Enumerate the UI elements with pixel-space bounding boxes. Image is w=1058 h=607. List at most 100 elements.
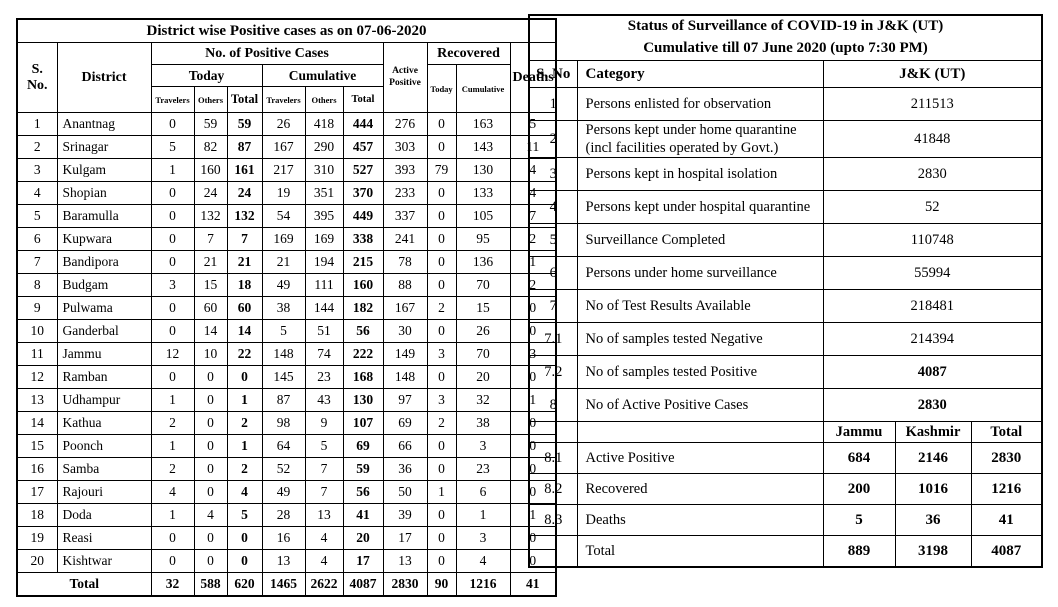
cell-category: Persons kept in hospital isolation <box>576 157 824 192</box>
cell-today-travelers: 2 <box>150 411 195 435</box>
cell-today-travelers: 12 <box>150 342 195 366</box>
cell-today-travelers: 3 <box>150 273 195 297</box>
col-header-region-jammu: Jammu <box>822 421 896 444</box>
cell-district: Bandipora <box>56 250 152 274</box>
cell-today-others: 15 <box>193 273 228 297</box>
cell-kashmir: 3198 <box>894 535 972 568</box>
cell-cum-others: 23 <box>304 365 344 389</box>
cell-sno: 2 <box>16 135 58 159</box>
cell-category: Persons kept under home quarantine (incl … <box>576 119 824 159</box>
district-row: 9 Pulwama 0 60 60 38 144 182 167 2 15 0 <box>16 296 557 320</box>
cell-today-total: 0 <box>226 526 263 550</box>
cell-today-others: 0 <box>193 411 228 435</box>
cell-recovered-cumulative: 163 <box>455 112 511 136</box>
cell-value: 41848 <box>822 119 1043 159</box>
cell-today-others: 0 <box>193 457 228 481</box>
cell-active-positive: 241 <box>382 227 428 251</box>
col-header-right-sno: S. No <box>528 60 578 88</box>
cell-recovered-cumulative: 3 <box>455 526 511 550</box>
cell-category: Surveillance Completed <box>576 223 824 258</box>
cell-cum-travelers: 26 <box>261 112 306 136</box>
cell-cum-total: 20 <box>342 526 384 550</box>
cell-district: Poonch <box>56 434 152 458</box>
cell-value: 211513 <box>822 87 1043 121</box>
total-recovered-today: 90 <box>426 572 457 597</box>
category-line1: No of samples tested Positive <box>585 364 758 381</box>
cell-recovered-cumulative: 26 <box>455 319 511 343</box>
cell-category: Persons kept under hospital quarantine <box>576 190 824 225</box>
cell-today-travelers: 1 <box>150 434 195 458</box>
cell-recovered-cumulative: 23 <box>455 457 511 481</box>
cell-sno: 4 <box>528 190 578 225</box>
cell-kashmir: 2146 <box>894 442 972 475</box>
surveillance-table-body: 1 Persons enlisted for observation 211513 2… <box>528 87 1043 568</box>
col-header-category: Category <box>576 60 824 88</box>
cell-district: Ramban <box>56 365 152 389</box>
cell-cum-total: 215 <box>342 250 384 274</box>
cell-today-total: 24 <box>226 181 263 205</box>
cell-category: Persons enlisted for observation <box>576 87 824 121</box>
cell-sno: 3 <box>16 158 58 182</box>
cell-cum-travelers: 13 <box>261 549 306 573</box>
cell-cum-others: 290 <box>304 135 344 159</box>
cell-active-positive: 39 <box>382 503 428 527</box>
cell-category: Recovered <box>576 473 824 506</box>
cell-active-positive: 303 <box>382 135 428 159</box>
cell-today-travelers: 4 <box>150 480 195 504</box>
category-line1: Persons enlisted for observation <box>585 95 772 112</box>
cell-cum-travelers: 28 <box>261 503 306 527</box>
col-header-today-travelers: Travelers <box>150 86 195 113</box>
cell-recovered-today: 0 <box>426 181 457 205</box>
cell-today-total: 0 <box>226 365 263 389</box>
cell-district: Srinagar <box>56 135 152 159</box>
cell-district: Rajouri <box>56 480 152 504</box>
cell-sno: 8.3 <box>528 504 578 537</box>
cell-today-others: 160 <box>193 158 228 182</box>
cell-cum-others: 194 <box>304 250 344 274</box>
cell-today-travelers: 0 <box>150 181 195 205</box>
cell-today-others: 0 <box>193 388 228 412</box>
cell-today-total: 5 <box>226 503 263 527</box>
cell-cum-others: 51 <box>304 319 344 343</box>
cell-sno-empty <box>528 421 578 444</box>
cell-today-others: 0 <box>193 549 228 573</box>
district-table-body: 1 Anantnag 0 59 59 26 418 444 276 0 163 5 2 Srinagar 5… <box>16 112 557 573</box>
cell-value: 55994 <box>822 256 1043 291</box>
cell-recovered-today: 0 <box>426 549 457 573</box>
total-cum-total: 4087 <box>342 572 384 597</box>
cell-category: Deaths <box>576 504 824 537</box>
cell-cum-travelers: 16 <box>261 526 306 550</box>
category-line1: Surveillance Completed <box>585 232 726 249</box>
surveillance-row: 7.2 No of samples tested Positive 4087 <box>528 355 1043 390</box>
cell-active-positive: 233 <box>382 181 428 205</box>
cell-cum-others: 5 <box>304 434 344 458</box>
cell-value: 110748 <box>822 223 1043 258</box>
col-header-cumulative: Cumulative <box>261 64 384 87</box>
total-cum-others: 2622 <box>304 572 344 597</box>
col-header-positive-cases: No. of Positive Cases <box>150 42 384 65</box>
cell-recovered-cumulative: 4 <box>455 549 511 573</box>
cell-cum-travelers: 49 <box>261 273 306 297</box>
cell-jammu: 5 <box>822 504 896 537</box>
cell-cum-others: 4 <box>304 526 344 550</box>
category-line1: Persons kept under hospital quarantine <box>585 199 811 216</box>
total-today-others: 588 <box>193 572 228 597</box>
cell-recovered-cumulative: 70 <box>455 342 511 366</box>
cell-recovered-today: 0 <box>426 135 457 159</box>
cell-active-positive: 17 <box>382 526 428 550</box>
district-row: 16 Samba 2 0 2 52 7 59 36 0 23 0 <box>16 457 557 481</box>
cell-cum-travelers: 148 <box>261 342 306 366</box>
cell-total: 41 <box>970 504 1043 537</box>
cell-cum-travelers: 19 <box>261 181 306 205</box>
district-positive-cases-table: District wise Positive cases as on 07-06… <box>16 18 558 597</box>
cell-sno <box>528 535 578 568</box>
total-cum-travelers: 1465 <box>261 572 306 597</box>
cell-recovered-today: 3 <box>426 342 457 366</box>
cell-recovered-cumulative: 133 <box>455 181 511 205</box>
cell-active-positive: 13 <box>382 549 428 573</box>
region-row: Total 889 3198 4087 <box>528 535 1043 568</box>
col-header-today-others: Others <box>193 86 228 113</box>
surveillance-row: 2 Persons kept under home quarantine (incl… <box>528 119 1043 159</box>
cell-district: Jammu <box>56 342 152 366</box>
col-header-today: Today <box>150 64 263 87</box>
